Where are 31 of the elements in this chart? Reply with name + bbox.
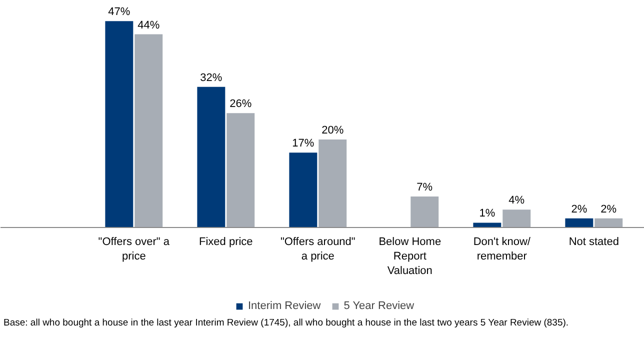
data-label: 7% <box>416 181 433 194</box>
legend-label: Interim Review <box>248 300 321 312</box>
data-label: 4% <box>508 194 525 207</box>
data-label: 2% <box>600 203 617 216</box>
data-label: 44% <box>138 19 160 32</box>
data-label: 20% <box>322 124 344 136</box>
bar <box>226 113 255 228</box>
bar <box>289 152 318 228</box>
x-tick-label: "Offers around" a price <box>280 236 356 263</box>
bar <box>318 139 347 228</box>
data-label: 1% <box>479 208 496 220</box>
text: Base: all who bought a house in the last year Interim Review (1745), all who bought a house in the last two years 5 Year Review (835). <box>4 318 569 328</box>
bar <box>594 218 623 228</box>
x-tick-label: Below Home Report Valuation <box>378 236 442 277</box>
bar <box>410 196 439 228</box>
bar <box>197 86 226 228</box>
bar <box>502 210 531 228</box>
x-tick-label: "Offers over" a price <box>98 236 170 263</box>
data-label: 26% <box>230 98 252 110</box>
x-tick-label: Don't know/ remember <box>473 236 532 263</box>
x-tick-label: Fixed price <box>199 236 253 248</box>
bar <box>565 218 594 228</box>
x-tick-label: Not stated <box>568 236 619 248</box>
bar <box>473 222 502 228</box>
data-label: 17% <box>292 138 314 150</box>
legend-label: 5 Year Review <box>344 300 414 312</box>
data-label: 32% <box>200 72 222 84</box>
bar <box>105 21 134 228</box>
data-label: 2% <box>571 203 588 216</box>
bar <box>134 34 163 228</box>
data-label: 47% <box>108 6 130 18</box>
